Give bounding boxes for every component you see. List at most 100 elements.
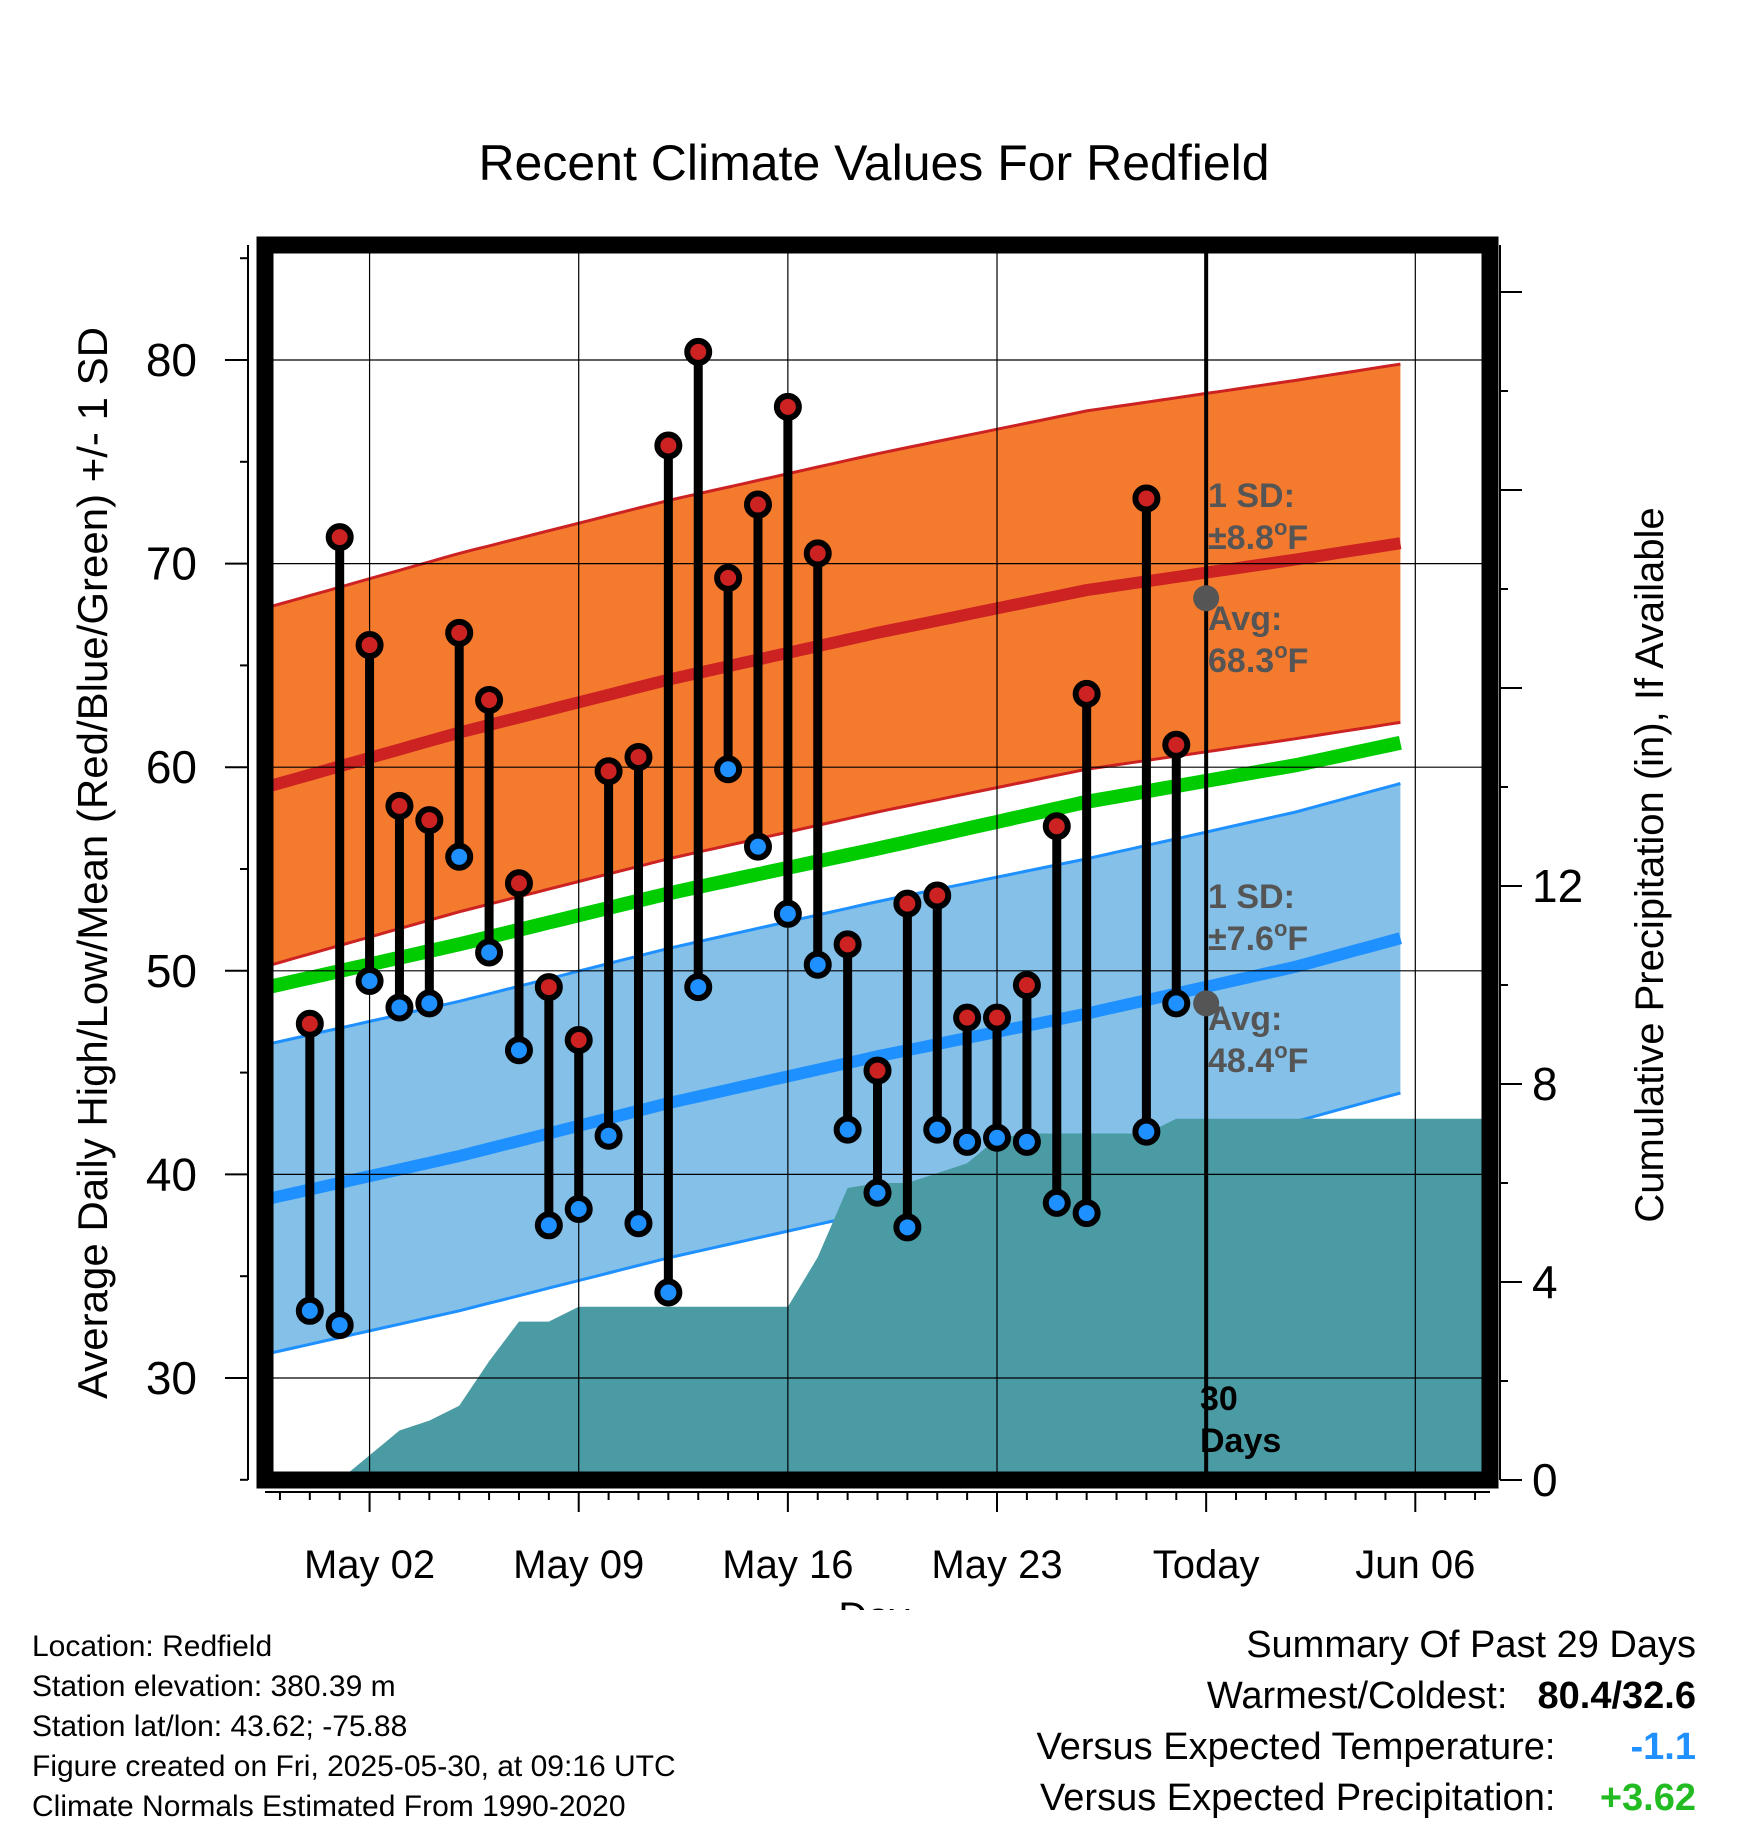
daily-high-point xyxy=(803,539,832,568)
daily-low-point xyxy=(624,1209,653,1238)
precip-anomaly-value: +3.62 xyxy=(1599,1777,1696,1819)
daily-low-point xyxy=(953,1127,982,1156)
x-tick-label: May 16 xyxy=(722,1543,853,1587)
precipitation-area xyxy=(339,1118,1490,1480)
daily-high-point xyxy=(1042,812,1071,841)
y-tick-label: 40 xyxy=(146,1148,197,1200)
degree-sign: o xyxy=(1274,515,1287,540)
daily-low-point xyxy=(1042,1188,1071,1217)
today-days-label: 30 Days xyxy=(1200,1380,1281,1460)
y2-tick-label: 8 xyxy=(1532,1058,1558,1110)
y-tick-label: 50 xyxy=(146,945,197,997)
today-days-label-line: 30 xyxy=(1200,1380,1238,1418)
y-axis-title: Average Daily High/Low/Mean (Red/Blue/Gr… xyxy=(69,327,116,1399)
daily-high-point xyxy=(624,743,653,772)
daily-high-point xyxy=(654,431,683,460)
daily-low-point xyxy=(863,1178,892,1207)
y-tick-label: 60 xyxy=(146,741,197,793)
daily-low-point xyxy=(743,832,772,861)
daily-high-point xyxy=(385,791,414,820)
daily-high-point xyxy=(773,392,802,421)
daily-low-point xyxy=(773,899,802,928)
daily-high-point xyxy=(743,490,772,519)
low-sd-label-line: 1 SD: xyxy=(1208,878,1295,916)
location-text: Location: Redfield xyxy=(32,1630,273,1663)
x-tick-label: Today xyxy=(1153,1543,1260,1587)
y2-tick-label: 4 xyxy=(1532,1256,1558,1308)
daily-high-point xyxy=(863,1056,892,1085)
daily-high-point xyxy=(534,973,563,1002)
summary-precip-row: Versus Expected Precipitation: +3.62 xyxy=(1037,1773,1696,1824)
plot-frame xyxy=(256,236,1499,1489)
daily-low-point xyxy=(475,938,504,967)
station-info: Location: Redfield Station elevation: 38… xyxy=(32,1627,676,1827)
daily-low-point xyxy=(684,973,713,1002)
unit-f: F xyxy=(1288,642,1309,680)
daily-low-point xyxy=(1162,989,1191,1018)
daily-high-point xyxy=(475,686,504,715)
daily-low-point xyxy=(325,1311,354,1340)
high-sd-label-line: 1 SD: xyxy=(1208,477,1295,515)
y2-tick-label: 0 xyxy=(1532,1454,1558,1506)
daily-low-point xyxy=(445,842,474,871)
daily-low-point xyxy=(1132,1117,1161,1146)
summary-warm-cold-row: Warmest/Coldest: 80.4/32.6 xyxy=(1037,1671,1696,1722)
daily-high-point xyxy=(923,881,952,910)
warm-cold-value: 80.4/32.6 xyxy=(1537,1675,1696,1717)
daily-high-point xyxy=(1162,730,1191,759)
high-sd-label-line: ±8.8 xyxy=(1208,519,1274,557)
daily-low-point xyxy=(714,755,743,784)
degree-sign: o xyxy=(1274,638,1287,663)
daily-low-point xyxy=(295,1296,324,1325)
x-tick-label: Jun 06 xyxy=(1355,1543,1475,1587)
low-normal-today-dot xyxy=(1193,990,1220,1017)
high-sd-label: 1 SD: ±8.8oF xyxy=(1208,477,1308,557)
daily-low-point xyxy=(355,966,384,995)
daily-high-point xyxy=(1012,971,1041,1000)
degree-sign: o xyxy=(1274,1038,1287,1063)
daily-low-point xyxy=(385,993,414,1022)
x-tick-label: May 23 xyxy=(931,1543,1062,1587)
daily-low-point xyxy=(893,1213,922,1242)
daily-high-point xyxy=(833,930,862,959)
daily-low-point xyxy=(564,1195,593,1224)
daily-low-point xyxy=(594,1121,623,1150)
low-avg-label: Avg: 48.4oF xyxy=(1208,1000,1308,1080)
unit-f: F xyxy=(1288,1042,1309,1080)
daily-low-point xyxy=(1072,1199,1101,1228)
high-avg-label-line: Avg: xyxy=(1208,600,1282,638)
daily-low-point xyxy=(923,1115,952,1144)
x-axis-title: Day xyxy=(838,1595,909,1610)
y2-axis-title: Cumulative Precipitation (in), If Availa… xyxy=(1628,507,1672,1222)
unit-f: F xyxy=(1287,920,1308,958)
summary-temp-row: Versus Expected Temperature: -1.1 xyxy=(1037,1722,1696,1773)
daily-high-point xyxy=(295,1009,324,1038)
high-avg-label: Avg: 68.3oF xyxy=(1208,600,1308,680)
daily-high-point xyxy=(684,337,713,366)
y-tick-label: 30 xyxy=(146,1352,197,1404)
daily-high-point xyxy=(355,631,384,660)
daily-high-point xyxy=(714,563,743,592)
daily-low-point xyxy=(983,1123,1012,1152)
high-avg-label-line: 68.3 xyxy=(1208,642,1274,680)
climate-chart: Recent Climate Values For Redfield 1 SD: ±… xyxy=(69,135,1672,1610)
y-tick-label: 70 xyxy=(146,538,197,590)
daily-low-point xyxy=(415,989,444,1018)
low-sd-label: 1 SD: ±7.6oF xyxy=(1208,878,1308,958)
daily-high-point xyxy=(953,1003,982,1032)
daily-high-point xyxy=(893,889,922,918)
elevation-text: Station elevation: 380.39 m xyxy=(32,1670,396,1703)
daily-high-point xyxy=(445,618,474,647)
normals-text: Climate Normals Estimated From 1990-2020 xyxy=(32,1790,626,1823)
daily-low-point xyxy=(654,1278,683,1307)
precip-anomaly-label: Versus Expected Precipitation: xyxy=(1040,1777,1556,1819)
chart-title: Recent Climate Values For Redfield xyxy=(478,135,1269,191)
high-sd-band xyxy=(265,364,1401,967)
low-sd-label-line: ±7.6 xyxy=(1208,920,1274,958)
temp-anomaly-label: Versus Expected Temperature: xyxy=(1036,1726,1556,1768)
degree-sign: o xyxy=(1274,916,1287,941)
daily-low-point xyxy=(833,1115,862,1144)
temp-anomaly-value: -1.1 xyxy=(1630,1726,1696,1768)
y2-tick-label: 12 xyxy=(1532,860,1583,912)
daily-high-point xyxy=(594,757,623,786)
